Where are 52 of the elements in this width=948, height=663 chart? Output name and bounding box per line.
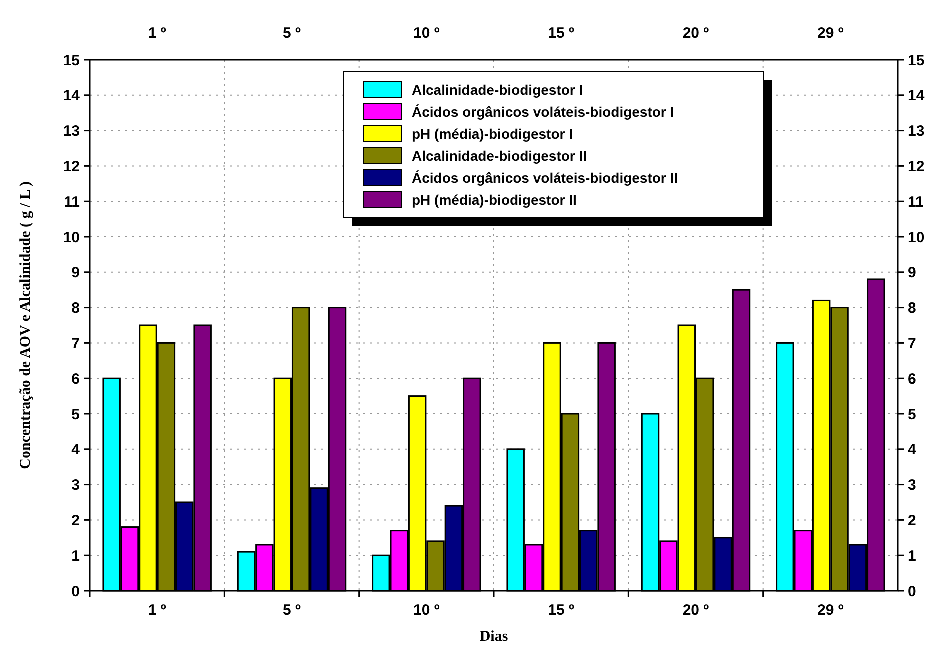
- y2-tick-label: 7: [908, 335, 916, 352]
- legend-label: Ácidos orgânicos voláteis-biodigestor II: [412, 170, 678, 186]
- y-tick-label: 9: [72, 264, 80, 282]
- y2-tick-label: 0: [908, 583, 916, 600]
- y2-tick-label: 2: [908, 512, 916, 530]
- y-tick-label: 4: [72, 442, 81, 459]
- y2-tick-label: 9: [908, 264, 916, 282]
- x-tick-label: 1 º: [148, 602, 167, 619]
- y2-tick-label: 4: [908, 442, 917, 459]
- y-tick-label: 7: [72, 335, 80, 352]
- y2-tick-label: 15: [908, 52, 925, 70]
- y2-tick-label: 1: [908, 548, 916, 565]
- y-tick-label: 14: [63, 88, 81, 105]
- y-axis-title: Concentração de AOV e Alcalinidade ( g / L ): [18, 182, 34, 470]
- y-tick-label: 3: [72, 477, 80, 494]
- y-tick-label: 13: [63, 123, 80, 140]
- x-tick-label: 29 º: [817, 602, 844, 619]
- legend-label: pH (média)-biodigestor II: [412, 192, 577, 208]
- y-tick-label: 5: [72, 406, 80, 424]
- y-tick-label: 15: [63, 52, 80, 70]
- category-label: 29 º: [817, 25, 844, 42]
- y-tick-label: 10: [63, 229, 80, 246]
- y-tick-label: 2: [72, 512, 80, 530]
- y2-tick-label: 11: [908, 194, 924, 211]
- category-label: 20 º: [682, 25, 710, 42]
- legend-label: Alcalinidade-biodigestor I: [412, 82, 584, 98]
- y2-tick-label: 5: [908, 406, 916, 424]
- y-tick-label: 0: [72, 583, 80, 600]
- y2-tick-label: 12: [908, 158, 925, 176]
- category-label: 15 º: [548, 25, 575, 42]
- y2-tick-label: 10: [908, 229, 925, 246]
- x-tick-label: 5 º: [283, 602, 302, 619]
- y2-tick-label: 6: [908, 370, 916, 388]
- y-tick-label: 8: [72, 300, 80, 318]
- y2-tick-label: 3: [908, 477, 916, 494]
- x-tick-label: 20 º: [682, 602, 710, 619]
- y2-tick-label: 13: [908, 123, 925, 140]
- y-tick-label: 11: [64, 194, 80, 211]
- x-tick-label: 15 º: [548, 602, 576, 619]
- category-label: 5 º: [283, 25, 301, 42]
- legend-label: pH (média)-biodigestor I: [412, 126, 573, 142]
- y-tick-label: 12: [63, 158, 80, 176]
- y2-tick-label: 8: [908, 300, 916, 318]
- legend-label: Alcalinidade-biodigestor II: [412, 148, 588, 164]
- y2-tick-label: 14: [908, 88, 926, 105]
- category-label: 1 º: [148, 25, 166, 42]
- y-tick-label: 1: [72, 548, 80, 565]
- legend-label: Ácidos orgânicos voláteis-biodigestor I: [412, 104, 674, 120]
- y-tick-label: 6: [72, 370, 80, 388]
- x-tick-label: 10 º: [413, 602, 440, 619]
- x-axis-title: Dias: [480, 629, 508, 645]
- category-label: 10 º: [413, 25, 440, 42]
